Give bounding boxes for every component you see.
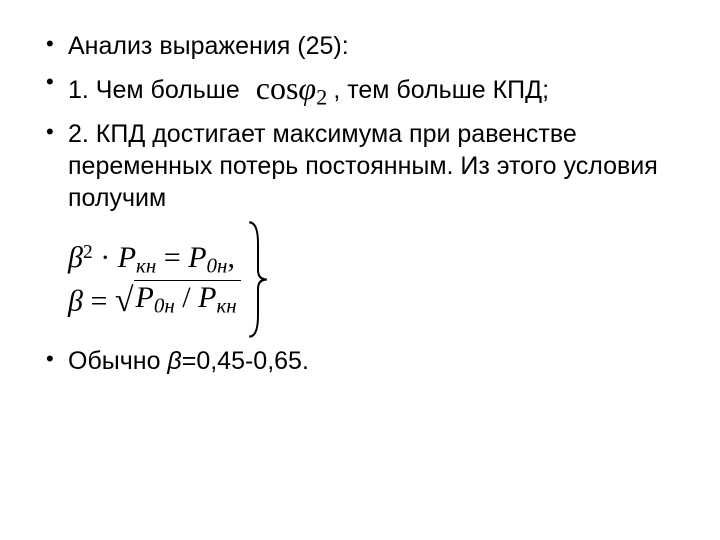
- eq2-beta: β: [68, 285, 83, 318]
- eq1-comma: ,: [227, 241, 235, 274]
- equation-lines: β2 · Pкн = P0н, β = √P0н / Pкн: [68, 220, 241, 339]
- equation-block: β2 · Pкн = P0н, β = √P0н / Pкн: [68, 220, 680, 339]
- eq2-eq: =: [83, 285, 115, 318]
- eq1-sup: 2: [83, 242, 93, 263]
- eq2-P1-sub: 0н: [154, 294, 175, 318]
- cos-phi-2-expression: cosφ2: [240, 68, 334, 112]
- eq2-P2-sub: кн: [216, 294, 236, 318]
- eq2-P2: P: [198, 281, 216, 314]
- bullet-item-3: 2. КПД достигает максимума при равенстве…: [40, 118, 680, 339]
- cos-text: cos: [256, 70, 299, 106]
- bullet-item-1: Анализ выражения (25):: [40, 30, 680, 62]
- equation-line-2: β = √P0н / Pкн: [68, 280, 241, 322]
- eq1-P2: P: [188, 241, 206, 274]
- bullet-4-beta: β: [167, 347, 181, 375]
- eq1-P2-sub: 0н: [207, 253, 228, 277]
- phi-subscript: 2: [316, 85, 327, 110]
- eq2-P1: P: [136, 281, 154, 314]
- bullet-2-post: , тем больше КПД;: [333, 74, 549, 106]
- bullet-1-text: Анализ выражения (25):: [68, 32, 349, 60]
- bullet-list: Анализ выражения (25): 1. Чем больше cos…: [40, 30, 680, 377]
- eq2-slash: /: [175, 281, 198, 314]
- sqrt-symbol: √: [115, 284, 134, 318]
- equation-line-1: β2 · Pкн = P0н,: [68, 237, 241, 281]
- bullet-3-text: 2. КПД достигает максимума при равенстве…: [68, 120, 658, 212]
- bullet-2-row: 1. Чем больше cosφ2 , тем больше КПД;: [68, 68, 680, 112]
- bullet-2-pre: 1. Чем больше: [68, 74, 240, 106]
- eq1-dot: ·: [93, 241, 118, 274]
- sqrt-wrap: √P0н / Pкн: [115, 280, 241, 317]
- phi-symbol: φ: [298, 70, 316, 106]
- eq1-P1: P: [118, 241, 136, 274]
- right-brace-icon: [247, 220, 269, 339]
- sqrt-body: P0н / Pкн: [134, 280, 241, 317]
- bullet-item-2: 1. Чем больше cosφ2 , тем больше КПД;: [40, 68, 680, 112]
- bullet-item-4: Обычно β=0,45-0,65.: [40, 345, 680, 377]
- eq1-beta: β: [68, 241, 83, 274]
- eq1-P1-sub: кн: [136, 253, 156, 277]
- bullet-4-post: =0,45-0,65.: [182, 347, 309, 375]
- bullet-4-pre: Обычно: [68, 347, 167, 375]
- eq1-eq: =: [156, 241, 188, 274]
